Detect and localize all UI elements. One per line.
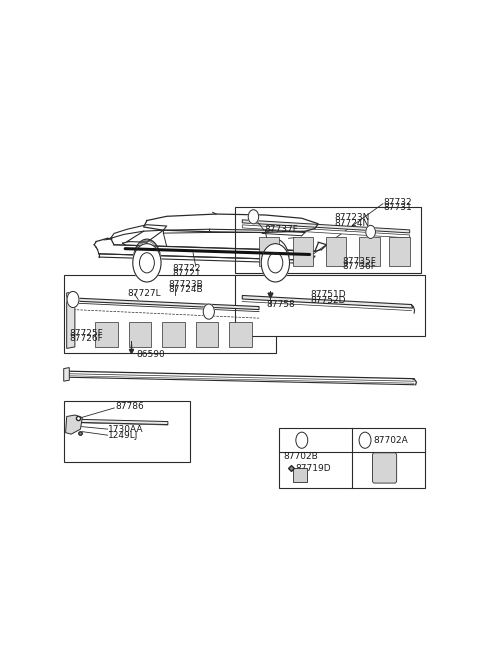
Polygon shape (64, 367, 69, 381)
Circle shape (248, 210, 259, 224)
Text: 87727L: 87727L (127, 290, 161, 299)
Text: b: b (368, 227, 373, 236)
FancyBboxPatch shape (235, 207, 421, 272)
Bar (259, 237, 279, 266)
Text: b: b (206, 307, 211, 316)
Text: 87724B: 87724B (168, 286, 203, 295)
Polygon shape (73, 298, 259, 310)
Text: 87752D: 87752D (310, 295, 346, 305)
Text: 87732: 87732 (383, 198, 411, 207)
Text: 87726F: 87726F (69, 334, 103, 343)
Text: a: a (300, 436, 304, 445)
Text: a: a (71, 295, 75, 304)
Circle shape (133, 244, 161, 282)
Text: 87737F: 87737F (264, 225, 298, 234)
FancyBboxPatch shape (235, 275, 424, 336)
Text: 87723N: 87723N (334, 214, 370, 222)
FancyBboxPatch shape (64, 402, 190, 462)
Text: 1730AA: 1730AA (108, 424, 144, 434)
Text: 87719D: 87719D (295, 464, 331, 474)
Polygon shape (242, 295, 413, 308)
Text: 87721: 87721 (172, 269, 201, 278)
Bar (129, 322, 151, 347)
Text: 86590: 86590 (136, 350, 165, 359)
Text: 87722: 87722 (172, 264, 201, 272)
Text: 87751D: 87751D (310, 290, 346, 299)
Text: 87725F: 87725F (69, 329, 103, 338)
Bar (162, 322, 185, 347)
Polygon shape (66, 415, 83, 434)
Text: b: b (362, 436, 368, 445)
Text: 87786: 87786 (115, 402, 144, 411)
Polygon shape (242, 225, 410, 238)
Bar (326, 237, 347, 266)
Circle shape (366, 225, 375, 238)
Text: 1249LJ: 1249LJ (108, 431, 139, 440)
Text: 87735F: 87735F (343, 257, 377, 266)
Bar (229, 322, 252, 347)
Polygon shape (67, 291, 75, 348)
Polygon shape (67, 419, 168, 424)
Text: 87724N: 87724N (334, 219, 370, 228)
Text: 87702A: 87702A (373, 436, 408, 445)
Circle shape (261, 244, 289, 282)
FancyBboxPatch shape (372, 453, 396, 483)
Circle shape (296, 432, 308, 448)
Bar (292, 237, 313, 266)
Text: 87731: 87731 (383, 203, 412, 212)
Bar (96, 322, 118, 347)
Text: 87736F: 87736F (343, 262, 377, 271)
Bar (360, 237, 380, 266)
Circle shape (359, 432, 371, 448)
Circle shape (67, 291, 79, 308)
Text: 87723B: 87723B (168, 280, 203, 289)
Circle shape (203, 304, 215, 319)
Polygon shape (242, 220, 410, 233)
Bar (293, 468, 307, 482)
Text: 87702B: 87702B (283, 453, 318, 461)
Bar (196, 322, 218, 347)
Text: a: a (251, 212, 256, 221)
FancyBboxPatch shape (64, 275, 276, 354)
FancyBboxPatch shape (279, 428, 424, 488)
Text: 87758: 87758 (266, 299, 295, 309)
Bar (389, 237, 410, 266)
